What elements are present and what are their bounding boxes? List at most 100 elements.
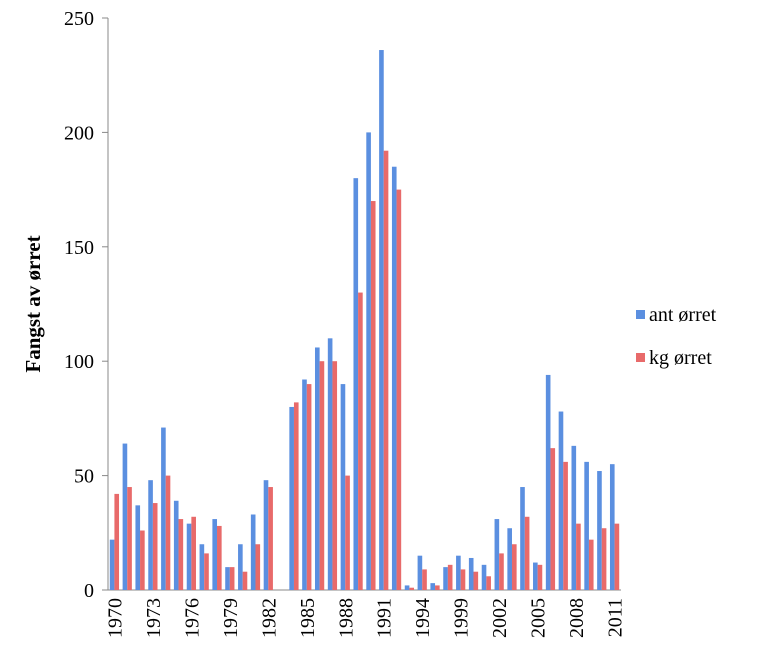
bar [588,539,594,590]
bar [229,567,235,590]
bar [217,525,222,590]
x-tick-label: 2002 [489,598,511,638]
y-tick-label: 0 [84,580,94,602]
bar [537,564,543,590]
bar [358,292,363,590]
bar [601,528,607,590]
bar [289,406,294,590]
bar [268,487,273,590]
bar [563,461,568,590]
y-tick-label: 200 [64,122,94,144]
bar [422,569,427,590]
bar [409,587,415,590]
bar [366,132,371,590]
x-tick-label: 2008 [566,598,588,638]
bar [152,503,158,590]
bar [173,500,179,590]
bar [460,569,466,590]
x-tick-label: 1970 [104,598,126,638]
bar [340,384,346,590]
bar [614,523,620,590]
bar [242,571,248,590]
bar [148,480,153,590]
legend-swatch [636,310,645,319]
legend-label: kg ørret [649,347,712,369]
y-tick-label: 100 [64,351,94,373]
x-tick-label: 1979 [220,598,242,638]
bar [473,571,479,590]
x-tick-label: 1973 [143,598,165,638]
bar [314,347,320,590]
bar [456,555,461,590]
bar [391,166,397,590]
y-tick-label: 250 [64,8,94,30]
bar [609,464,615,590]
bar [204,553,209,590]
bar [494,519,500,590]
legend-swatch [636,353,645,362]
bar [520,487,525,590]
bar [486,576,491,590]
bar [191,516,196,590]
bar [345,475,350,590]
bar [255,544,261,590]
bar [379,50,384,591]
bar [597,471,602,590]
bar [306,384,312,590]
bar [302,379,307,590]
x-tick-label: 1982 [258,598,280,638]
bar [353,178,359,590]
bar [370,201,376,591]
bar [161,427,166,590]
bar [238,544,243,590]
bar [332,361,338,590]
bar [417,555,423,590]
bar [435,585,440,590]
bar [404,585,410,590]
bar [114,493,120,590]
x-tick-label: 1991 [374,598,396,638]
bar [443,567,448,590]
bar [122,443,128,590]
bar [550,448,556,590]
bar [165,475,171,590]
bar [127,487,132,590]
bar [140,530,145,590]
bar [319,361,325,590]
bar [533,562,538,590]
x-tick-label: 1994 [412,598,434,638]
y-tick-label: 150 [64,237,94,259]
bar [524,516,530,590]
bar [212,519,218,590]
x-tick-label: 1999 [451,598,473,638]
bar [383,150,389,591]
bar [250,514,256,590]
bar [447,564,453,590]
x-tick-label: 1988 [335,598,357,638]
bar [545,374,551,590]
bar [430,583,436,590]
bar [507,528,512,590]
x-tick-label: 1976 [181,598,203,638]
bar [263,480,269,590]
bar [178,519,184,590]
y-axis-label: Fangst av ørret [21,235,45,372]
bar [511,544,517,590]
bar [186,523,192,590]
legend-label: ant ørret [649,304,717,326]
y-tick-label: 50 [74,466,94,488]
x-tick-label: 2011 [605,598,627,637]
bar [109,539,115,590]
bar [327,338,333,590]
x-tick-label: 2005 [528,598,550,638]
bar [571,445,577,590]
bar [499,553,504,590]
bar [584,461,589,590]
bar [481,564,487,590]
bar [293,402,299,590]
bar [396,189,402,590]
x-tick-label: 1985 [297,598,319,638]
bar [558,411,564,590]
bar [576,523,581,590]
